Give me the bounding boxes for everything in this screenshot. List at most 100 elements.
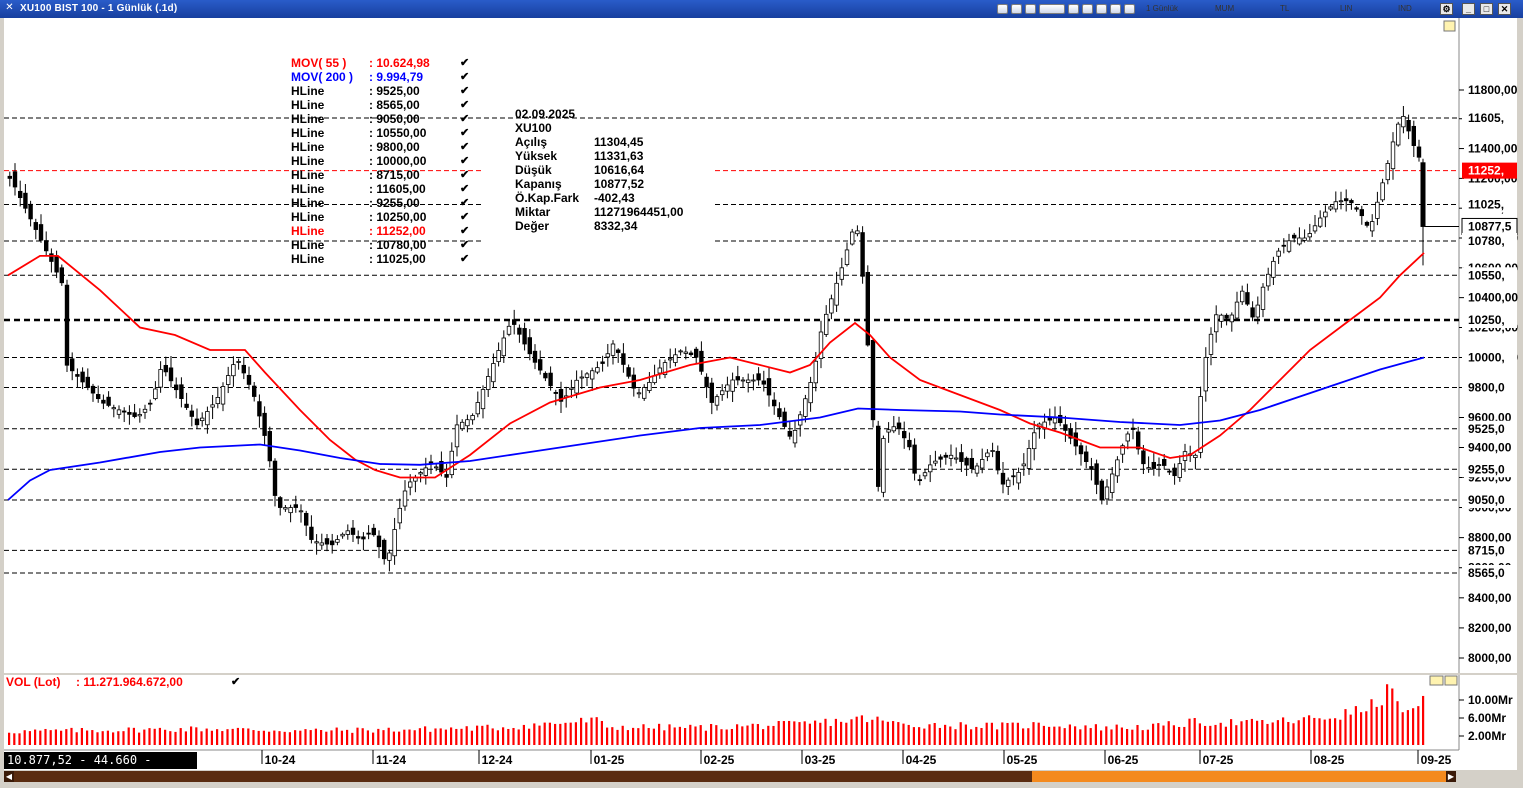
price-chart[interactable]: 8000,008200,008400,008600,008800,009000,… xyxy=(0,18,1523,788)
volume-axis[interactable] xyxy=(1459,675,1517,750)
candle-body xyxy=(38,224,44,241)
volume-bar xyxy=(174,731,177,745)
period-selector[interactable]: 1 Günlük xyxy=(1146,4,1179,13)
price-tag-label: 8715,0 xyxy=(1468,543,1505,557)
volume-bar xyxy=(1068,724,1071,745)
volume-bar xyxy=(382,730,385,745)
candle-body xyxy=(355,536,361,539)
candle-body xyxy=(1375,201,1380,219)
toolbar-icon-5[interactable] xyxy=(1068,4,1079,14)
toolbar-icon-7[interactable] xyxy=(1096,4,1107,14)
volume-bar xyxy=(580,717,583,745)
volume-bar xyxy=(122,731,125,745)
close-window-icon[interactable]: ✕ xyxy=(1498,3,1511,15)
legend-check-icon[interactable]: ✔ xyxy=(460,183,470,195)
volume-bar xyxy=(1339,719,1342,745)
price-tag-bg xyxy=(1462,312,1517,328)
price-panel[interactable] xyxy=(4,18,1459,673)
scroll-right-icon[interactable]: ▶ xyxy=(1446,771,1456,782)
toolbar-icon-6[interactable] xyxy=(1082,4,1093,14)
volume-bar xyxy=(959,722,962,745)
volume-bar xyxy=(1162,725,1165,745)
scrollbar-thumb[interactable] xyxy=(1032,771,1456,782)
x-tick-label: 08-25 xyxy=(1314,753,1345,767)
volume-bar xyxy=(1391,688,1394,745)
candle-body xyxy=(288,507,293,514)
chart-style-selector[interactable]: MUM xyxy=(1215,4,1235,13)
volume-bar xyxy=(86,730,89,745)
y-tick-label: 8800,00 xyxy=(1468,531,1512,545)
currency-selector[interactable]: TL xyxy=(1280,4,1290,13)
volume-bar xyxy=(1032,722,1035,745)
legend-check-icon[interactable]: ✔ xyxy=(460,197,470,209)
toolbar-icon-9[interactable] xyxy=(1124,4,1135,14)
minimize-icon[interactable]: _ xyxy=(1462,3,1475,15)
candle-body xyxy=(808,382,813,404)
volume-bar xyxy=(944,724,947,745)
volume-bar xyxy=(964,724,967,745)
volume-bar xyxy=(470,730,473,745)
volume-bar xyxy=(23,730,26,745)
volume-bar xyxy=(533,723,536,745)
candle-body xyxy=(1338,200,1344,203)
volume-bar xyxy=(1354,706,1357,745)
volume-bar xyxy=(663,730,666,745)
legend-check-icon[interactable]: ✔ xyxy=(460,71,470,83)
volume-panel-menu-icon[interactable] xyxy=(1429,675,1444,686)
legend-check-icon[interactable]: ✔ xyxy=(460,141,470,153)
price-tag-label: 9525,0 xyxy=(1468,422,1505,436)
volume-bar xyxy=(1115,724,1118,745)
close-icon[interactable]: ✕ xyxy=(5,2,14,13)
legend-check-icon[interactable]: ✔ xyxy=(460,225,470,237)
candle-body xyxy=(730,379,735,392)
volume-bar xyxy=(143,729,146,745)
ma-line-0 xyxy=(7,252,1425,479)
toolbar-icon-1[interactable] xyxy=(997,4,1008,14)
candle-body xyxy=(584,373,590,378)
legend-check-icon[interactable]: ✔ xyxy=(460,169,470,181)
legend-check-icon[interactable]: ✔ xyxy=(460,211,470,223)
volume-bar xyxy=(304,729,307,745)
legend-value: : 9525,00 xyxy=(369,84,420,98)
settings-icon[interactable]: ⚙ xyxy=(1440,3,1453,15)
toolbar-icon-3[interactable] xyxy=(1025,4,1036,14)
candle-body xyxy=(1370,221,1375,232)
volume-bar xyxy=(699,725,702,745)
volume-panel-close-icon[interactable] xyxy=(1444,675,1458,686)
toolbar-icon-8[interactable] xyxy=(1110,4,1121,14)
volume-visibility-check-icon[interactable]: ✔ xyxy=(231,676,241,688)
toolbar-icon-4[interactable] xyxy=(1039,4,1065,14)
price-axis[interactable] xyxy=(1459,18,1517,673)
legend-check-icon[interactable]: ✔ xyxy=(460,239,470,251)
volume-bar xyxy=(1266,723,1269,745)
legend-check-icon[interactable]: ✔ xyxy=(460,127,470,139)
scroll-left-icon[interactable]: ◀ xyxy=(4,771,14,782)
toolbar-icon-2[interactable] xyxy=(1011,4,1022,14)
candle-body xyxy=(558,389,564,402)
legend-check-icon[interactable]: ✔ xyxy=(460,253,470,265)
ma-line-1 xyxy=(7,356,1425,501)
legend-check-icon[interactable]: ✔ xyxy=(460,99,470,111)
candle-body xyxy=(59,267,64,284)
legend-check-icon[interactable]: ✔ xyxy=(460,113,470,125)
legend-check-icon[interactable]: ✔ xyxy=(460,57,470,69)
volume-bar xyxy=(1360,712,1363,745)
candle-body xyxy=(262,412,267,436)
candle-body xyxy=(1094,463,1099,485)
panel-menu-icon[interactable] xyxy=(1443,20,1456,32)
candle-body xyxy=(324,538,330,545)
maximize-icon[interactable]: □ xyxy=(1480,3,1493,15)
scale-selector[interactable]: LIN xyxy=(1340,4,1353,13)
legend-check-icon[interactable]: ✔ xyxy=(460,85,470,97)
volume-bar xyxy=(626,730,629,745)
candle-body xyxy=(922,472,928,477)
candle-body xyxy=(792,429,798,444)
candle-body xyxy=(1151,461,1156,469)
time-scrollbar[interactable]: ◀ ▶ xyxy=(4,771,1456,782)
candle-body xyxy=(1266,273,1271,287)
volume-bar xyxy=(876,716,879,745)
candle-body xyxy=(626,367,631,377)
volume-bar xyxy=(840,721,843,745)
legend-check-icon[interactable]: ✔ xyxy=(460,155,470,167)
indicator-selector[interactable]: IND xyxy=(1398,4,1412,13)
